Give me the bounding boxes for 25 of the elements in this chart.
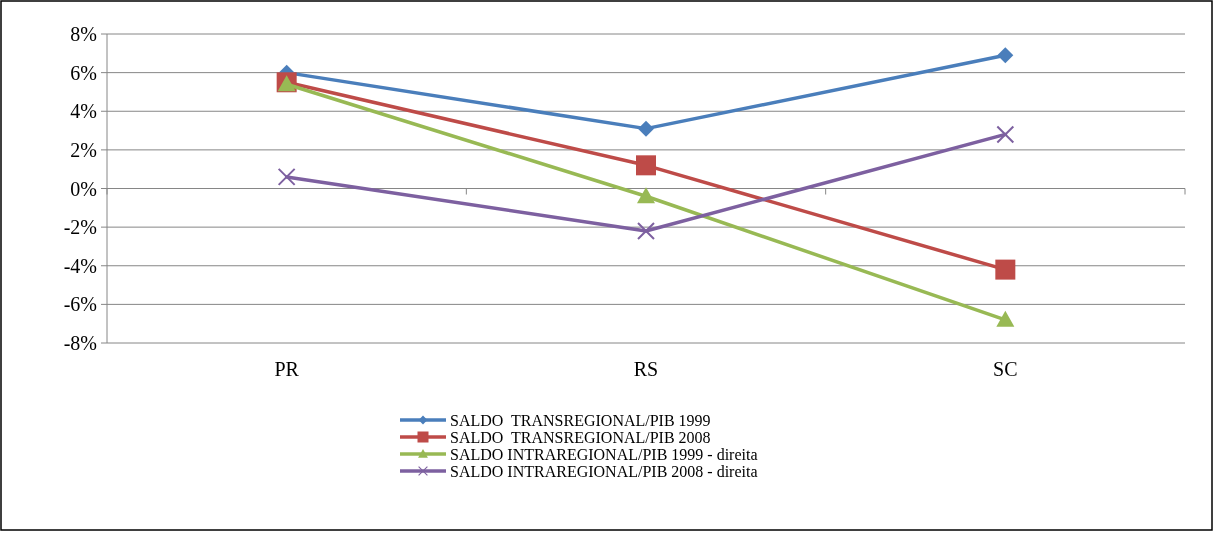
y-tick-label: 8% [70, 23, 97, 45]
point [637, 221, 655, 240]
y-tick-label: -2% [63, 216, 97, 239]
y-tick-label: -6% [63, 293, 97, 316]
y-tick-label: 0% [70, 177, 97, 200]
legend-label: SALDO TRANSREGIONAL/PIB 2008 [450, 428, 711, 446]
legend-label: SALDO TRANSREGIONAL/PIB 1999 [450, 411, 711, 429]
point [637, 187, 655, 204]
y-tick-label: -8% [63, 332, 97, 354]
legend-label: SALDO INTRAREGIONAL/PIB 1999 - direita [450, 445, 758, 463]
x-tick-label: PR [274, 358, 300, 380]
y-tick-label: 6% [70, 61, 97, 84]
x-tick-label: SC [993, 358, 1018, 380]
point [638, 120, 654, 137]
point [277, 167, 296, 186]
y-tick-label: -4% [63, 254, 97, 277]
x-tick-label: RS [633, 358, 659, 380]
point [996, 310, 1015, 327]
point [636, 155, 656, 176]
point [996, 125, 1015, 144]
y-tick-label: 2% [70, 138, 97, 161]
point [997, 47, 1014, 64]
y-tick-label: 4% [70, 100, 97, 123]
legend-label: SALDO INTRAREGIONAL/PIB 2008 - direita [450, 462, 758, 480]
point [995, 259, 1016, 280]
